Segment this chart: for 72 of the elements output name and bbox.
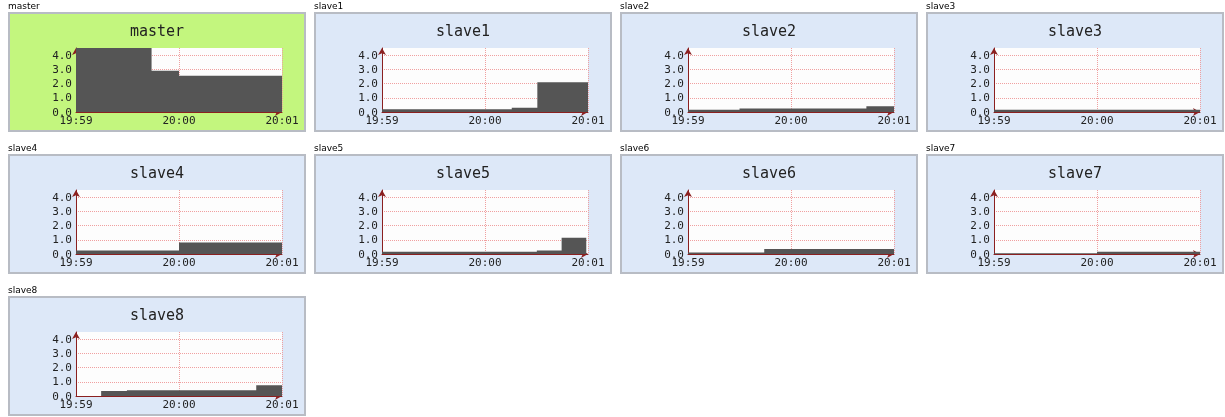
y-tick-label: 3.0	[358, 62, 378, 76]
x-tick-label: 20:00	[162, 256, 196, 269]
y-tick-label: 1.0	[358, 91, 378, 105]
text: slave8	[8, 285, 39, 296]
y-tick-label: 4.0	[358, 48, 378, 62]
y-tick-label: 3.0	[52, 62, 72, 76]
y-tick-label: 3.0	[358, 204, 378, 218]
y-tick-label: 1.0	[52, 91, 72, 105]
y-tick-label: 2.0	[970, 77, 990, 91]
x-tick-label: 20:01	[1183, 256, 1217, 269]
x-tick-label: 20:01	[1183, 114, 1217, 127]
x-tick-label: 20:00	[1080, 114, 1114, 127]
chart-title: slave2	[741, 21, 797, 40]
x-tick-label: 20:00	[162, 398, 196, 411]
chart-title: slave8	[129, 305, 185, 324]
x-tick-label: 20:01	[265, 256, 299, 269]
chart-title: slave3	[1047, 21, 1103, 40]
y-tick-label: 3.0	[664, 62, 684, 76]
x-tick-label: 20:00	[162, 114, 196, 127]
y-tick-label: 3.0	[52, 204, 72, 218]
y-tick-label: 4.0	[970, 48, 990, 62]
text: slave4	[8, 143, 39, 154]
x-tick-label: 20:00	[1080, 256, 1114, 269]
y-tick-label: 4.0	[52, 190, 72, 204]
y-tick-label: 1.0	[52, 375, 72, 389]
x-tick-label: 20:00	[468, 114, 502, 127]
x-tick-label: 20:01	[877, 114, 911, 127]
y-tick-label: 2.0	[664, 219, 684, 233]
y-tick-label: 4.0	[358, 190, 378, 204]
y-tick-label: 1.0	[970, 91, 990, 105]
y-tick-label: 2.0	[970, 219, 990, 233]
y-tick-label: 4.0	[664, 48, 684, 62]
text: master	[8, 1, 41, 12]
y-tick-label: 1.0	[664, 91, 684, 105]
x-tick-label: 20:00	[774, 256, 808, 269]
x-tick-label: 20:01	[571, 256, 605, 269]
y-tick-label: 3.0	[970, 204, 990, 218]
y-tick-label: 2.0	[52, 77, 72, 91]
chart-title: master	[129, 21, 185, 40]
text: slave7	[926, 143, 957, 154]
y-tick-label: 3.0	[664, 204, 684, 218]
text: slave1	[314, 1, 345, 12]
x-tick-label: 20:00	[468, 256, 502, 269]
y-tick-label: 1.0	[970, 233, 990, 247]
x-tick-label: 20:00	[774, 114, 808, 127]
chart-title: slave6	[741, 163, 797, 182]
text: slave6	[620, 143, 651, 154]
y-tick-label: 1.0	[358, 233, 378, 247]
x-tick-label: 20:01	[571, 114, 605, 127]
y-tick-label: 2.0	[52, 361, 72, 375]
y-tick-label: 3.0	[52, 346, 72, 360]
chart-title: slave4	[129, 163, 185, 182]
y-tick-label: 3.0	[970, 62, 990, 76]
x-tick-label: 20:01	[265, 398, 299, 411]
y-tick-label: 4.0	[52, 48, 72, 62]
y-tick-label: 4.0	[52, 332, 72, 346]
y-tick-label: 1.0	[664, 233, 684, 247]
x-tick-label: 20:01	[877, 256, 911, 269]
y-tick-label: 2.0	[52, 219, 72, 233]
y-tick-label: 4.0	[664, 190, 684, 204]
chart-title: slave5	[435, 163, 491, 182]
y-tick-label: 1.0	[52, 233, 72, 247]
y-tick-label: 2.0	[358, 77, 378, 91]
text: slave5	[314, 143, 345, 154]
y-tick-label: 2.0	[664, 77, 684, 91]
chart-title: slave1	[435, 21, 491, 40]
y-tick-label: 4.0	[970, 190, 990, 204]
text: slave3	[926, 1, 957, 12]
chart-title: slave7	[1047, 163, 1103, 182]
x-tick-label: 20:01	[265, 114, 299, 127]
text: slave2	[620, 1, 651, 12]
y-tick-label: 2.0	[358, 219, 378, 233]
